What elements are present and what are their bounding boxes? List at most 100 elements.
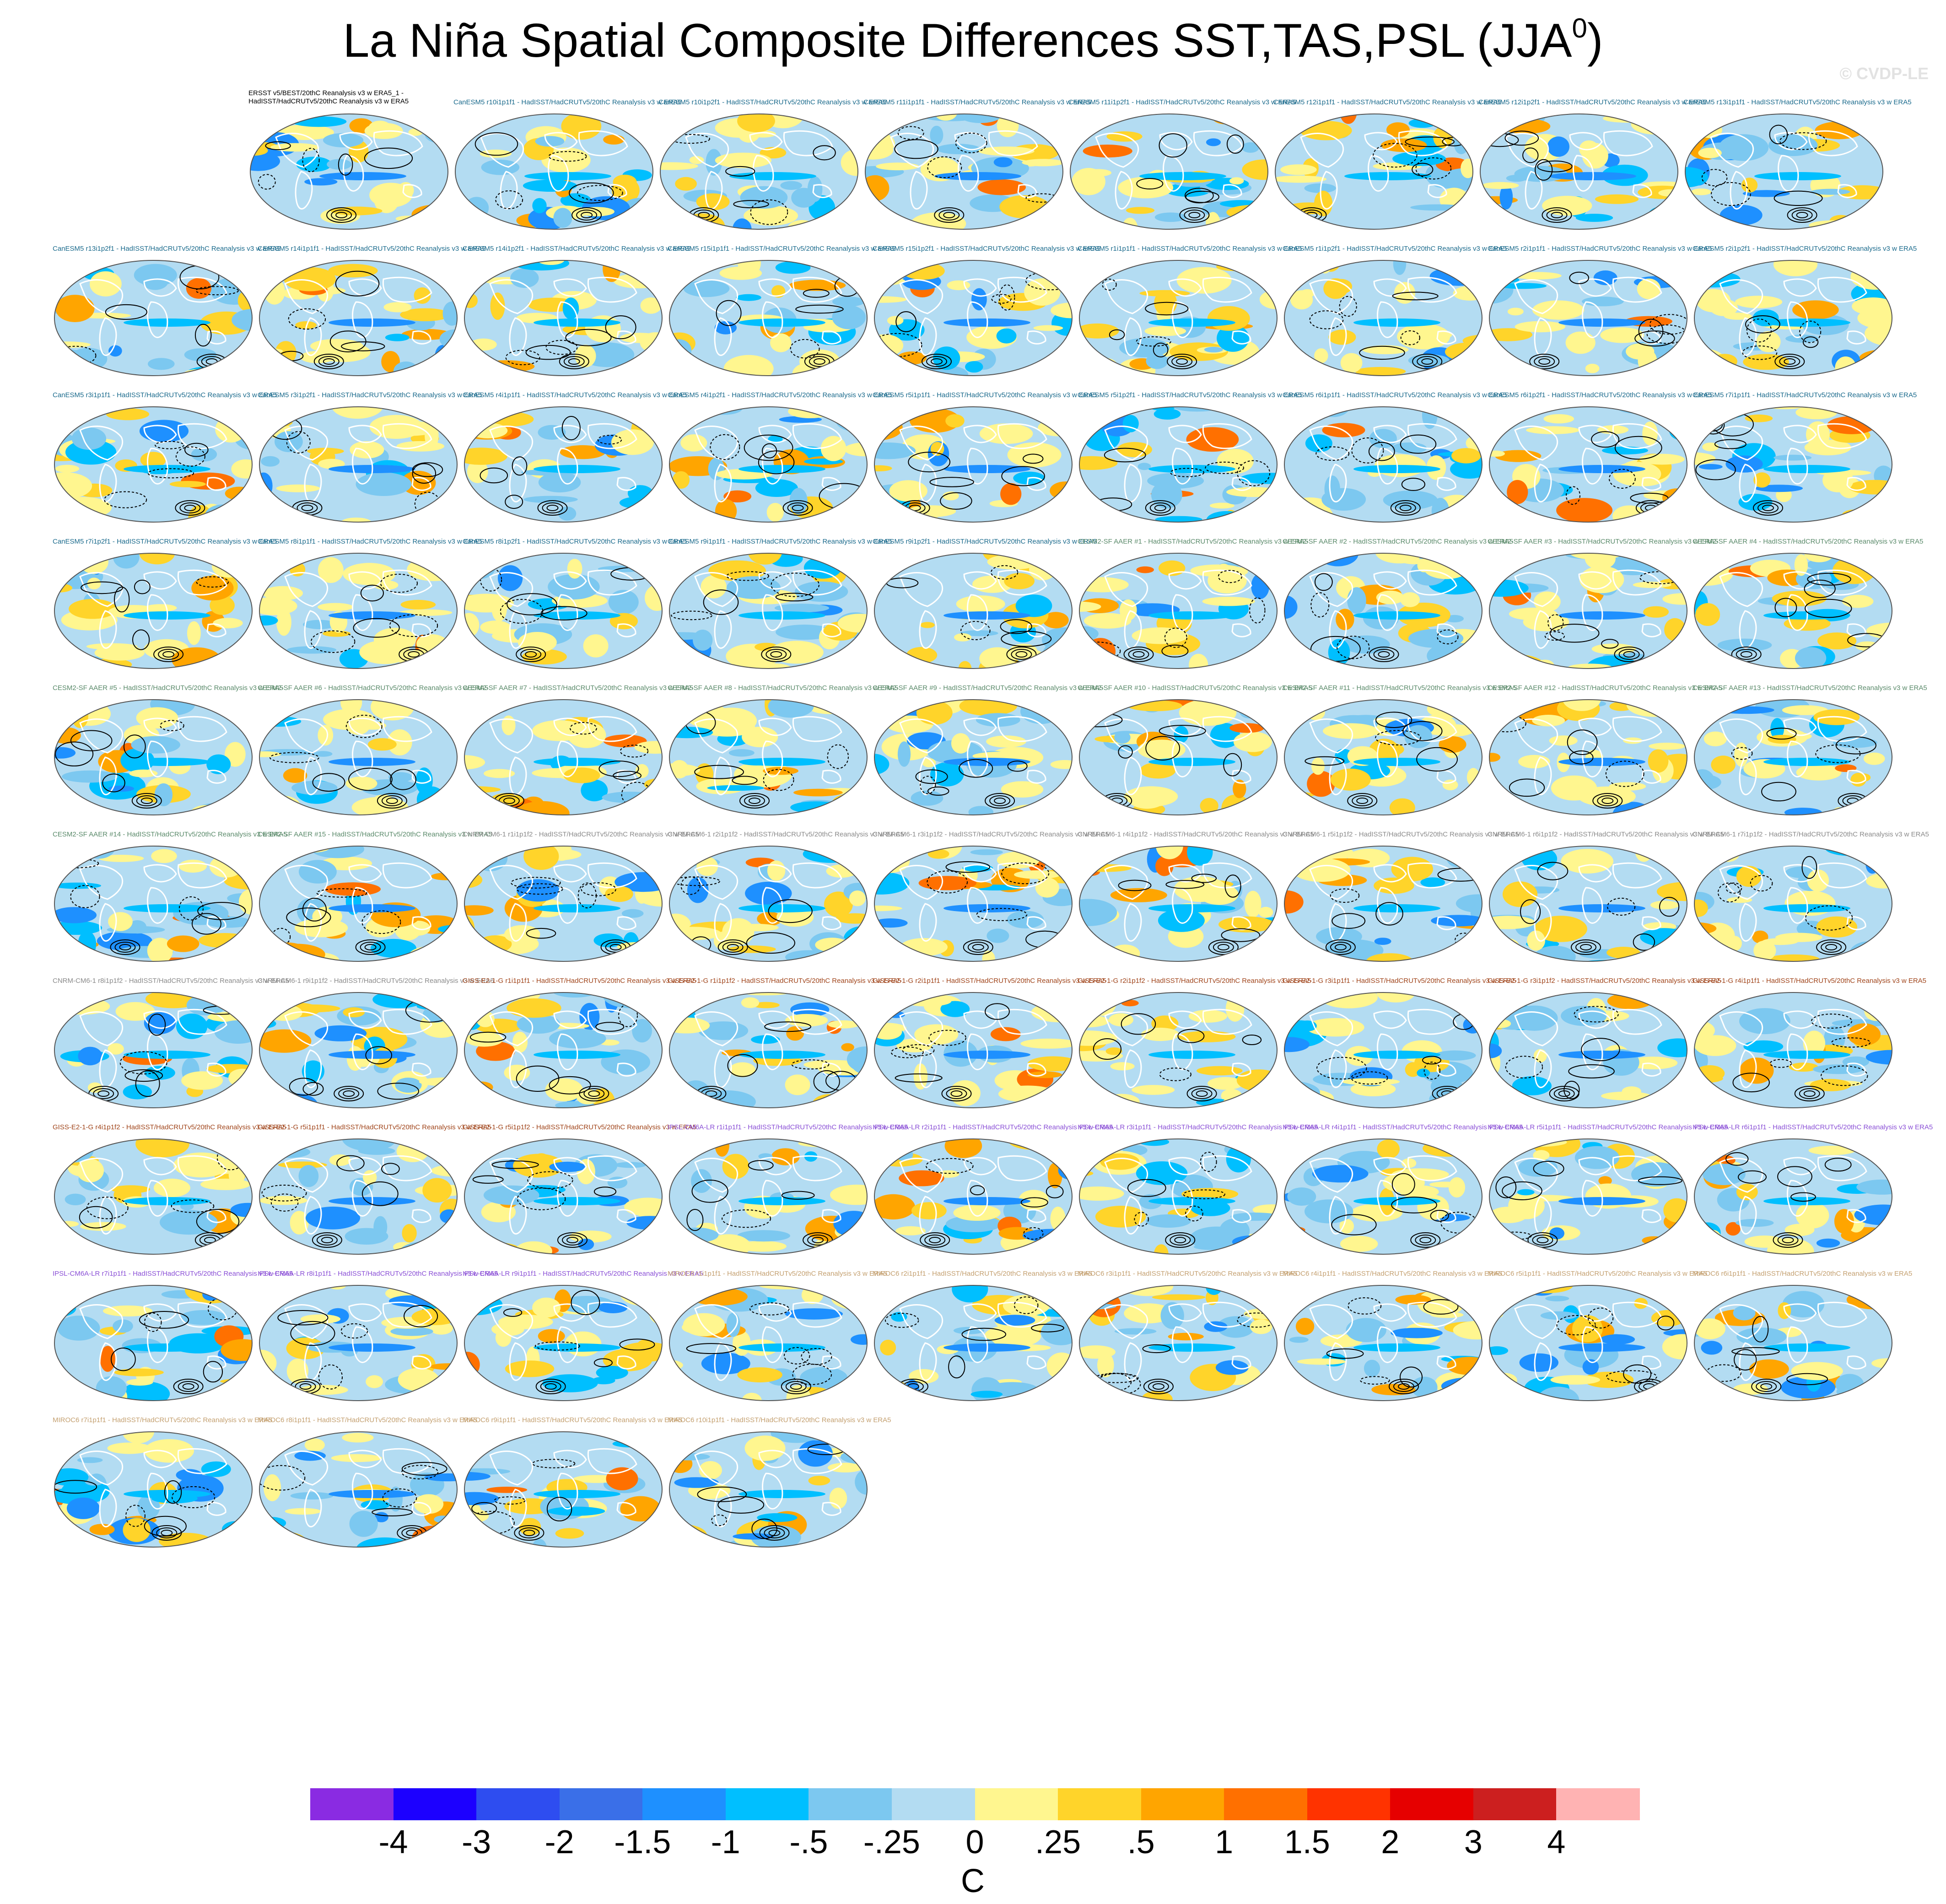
psl-contour xyxy=(1360,1376,1390,1385)
anomaly-patch xyxy=(151,849,177,863)
continent-outline xyxy=(1817,1301,1867,1328)
psl-contour xyxy=(1200,1152,1217,1172)
map-panel: MIROC6 r10i1p1f1 - HadISST/HadCRUTv5/20t… xyxy=(668,1416,891,1549)
anomaly-patch xyxy=(398,1368,439,1392)
panel-title: CanESM5 r4i1p2f1 - HadISST/HadCRUTv5/20t… xyxy=(668,391,892,399)
map-svg xyxy=(1694,699,1892,815)
anomaly-patch xyxy=(404,846,440,854)
psl-contour xyxy=(749,1302,790,1316)
psl-contour xyxy=(948,1355,965,1379)
psl-contour xyxy=(569,182,614,204)
psl-contour xyxy=(795,304,844,314)
continent-outline xyxy=(1329,317,1347,356)
anomaly-patch xyxy=(261,456,280,467)
anomaly-patch xyxy=(793,788,843,797)
map-panel: CanESM5 r11i1p1f1 - HadISST/HadCRUTv5/20… xyxy=(863,98,1091,231)
psl-contour xyxy=(1405,136,1455,147)
psl-contour xyxy=(406,1530,418,1536)
psl-contour xyxy=(1351,437,1384,464)
continent-outline xyxy=(1436,1209,1456,1223)
map-panel: CESM2-SF AAER #1 - HadISST/HadCRUTv5/20t… xyxy=(1078,538,1308,670)
map-border xyxy=(455,113,653,230)
map-svg xyxy=(259,406,458,523)
continent-outline xyxy=(1172,1180,1193,1217)
continent-outline xyxy=(284,1451,329,1486)
anomaly-patch xyxy=(1863,752,1885,765)
anomaly-patch xyxy=(350,441,384,458)
psl-contour xyxy=(571,1289,600,1316)
psl-contour xyxy=(546,1497,572,1521)
continent-outline xyxy=(1783,425,1817,443)
anomaly-patch xyxy=(464,354,475,361)
psl-contour xyxy=(991,294,1012,304)
map-svg xyxy=(1489,846,1687,962)
anomaly-patch xyxy=(369,183,413,208)
continent-outline xyxy=(1505,133,1549,168)
psl-contour xyxy=(343,1090,355,1097)
anomaly-patch xyxy=(464,1242,492,1254)
anomaly-patch xyxy=(1251,1139,1277,1146)
continent-outline xyxy=(1582,1180,1603,1217)
psl-contour xyxy=(686,1343,737,1354)
panel-title: IPSL-CM6A-LR r6i1p1f1 - HadISST/HadCRUTv… xyxy=(1693,1123,1933,1131)
psl-contour xyxy=(927,786,949,796)
map-area xyxy=(258,1284,459,1402)
psl-contour xyxy=(1544,631,1565,641)
anomaly-patch xyxy=(77,1457,103,1463)
anomaly-patch xyxy=(302,1060,324,1083)
continent-outline xyxy=(762,448,783,485)
psl-contour xyxy=(943,212,955,218)
continent-outline xyxy=(411,477,431,491)
map-border xyxy=(464,1138,663,1255)
anomaly-patch xyxy=(286,1337,325,1359)
map-area xyxy=(1693,1284,1894,1402)
continent-outline xyxy=(553,278,587,297)
continent-outline xyxy=(284,572,329,607)
anomaly-patch xyxy=(707,785,764,791)
psl-contour xyxy=(1309,310,1344,329)
anomaly-patch xyxy=(1206,138,1221,146)
continent-outline xyxy=(1172,887,1193,924)
psl-contour xyxy=(1330,888,1360,903)
psl-contour xyxy=(1412,162,1434,177)
psl-contour xyxy=(114,587,130,613)
psl-contour xyxy=(1650,314,1687,335)
map-border xyxy=(1284,260,1482,376)
colorbar-cell xyxy=(642,1788,726,1820)
continent-outline xyxy=(284,1011,329,1046)
psl-contour xyxy=(114,942,136,953)
map-panel: MIROC6 r1i1p1f1 - HadISST/HadCRUTv5/20th… xyxy=(668,1270,887,1402)
map-panel: GISS-E2-1-G r4i1p1f1 - HadISST/HadCRUTv5… xyxy=(1693,977,1926,1110)
continent-outline xyxy=(143,1450,177,1468)
anomaly-patch xyxy=(483,1185,539,1205)
continent-outline xyxy=(1172,448,1193,485)
continent-outline xyxy=(997,276,1047,303)
continent-outline xyxy=(792,276,842,303)
anomaly-patch xyxy=(639,1376,662,1390)
psl-contour xyxy=(97,1090,110,1097)
map-panel: CanESM5 r10i1p2f1 - HadISST/HadCRUTv5/20… xyxy=(658,98,887,231)
map-svg xyxy=(1284,846,1482,962)
continent-outline xyxy=(714,1489,732,1527)
map-panel: CNRM-CM6-1 r1i1p1f2 - HadISST/HadCRUTv5/… xyxy=(463,831,699,963)
continent-outline xyxy=(177,423,227,449)
map-border xyxy=(669,992,868,1108)
anomaly-patch xyxy=(855,1469,867,1495)
map-border xyxy=(1489,992,1687,1108)
continent-outline xyxy=(489,572,534,607)
continent-outline xyxy=(509,903,527,942)
psl-contour xyxy=(1412,354,1443,369)
psl-contour xyxy=(1165,1232,1196,1248)
psl-contour xyxy=(922,354,952,369)
map-panel: CNRM-CM6-1 r7i1p1f2 - HadISST/HadCRUTv5/… xyxy=(1693,831,1929,963)
continent-outline xyxy=(1719,865,1763,900)
continent-outline xyxy=(919,464,937,502)
anomaly-patch xyxy=(1872,114,1883,119)
panel-title: CanESM5 r3i1p2f1 - HadISST/HadCRUTv5/20t… xyxy=(258,391,482,399)
continent-outline xyxy=(1168,864,1202,883)
anomaly-patch xyxy=(1607,992,1653,1009)
psl-contour xyxy=(1774,354,1805,369)
anomaly-patch xyxy=(232,309,252,331)
map-area xyxy=(668,1137,869,1256)
map-border xyxy=(1079,553,1278,669)
